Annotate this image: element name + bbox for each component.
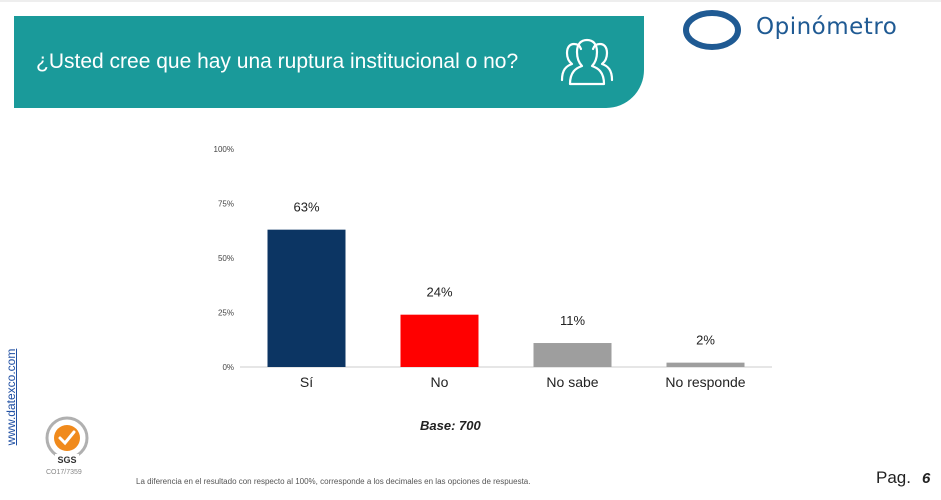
data-label: 63% [293, 200, 319, 215]
bar [666, 362, 745, 367]
bar-chart: 0% 25% 50% 75% 100% 63% Sí 24% No 11% No sabe 2% No … [214, 145, 772, 390]
opinometro-o-logo [683, 10, 741, 50]
question-title: ¿Usted cree que hay una ruptura instituc… [36, 50, 519, 73]
data-label: 2% [696, 333, 715, 348]
x-tick-label: No sabe [546, 374, 598, 390]
y-tick-label: 75% [218, 200, 234, 209]
website-link[interactable]: www.datexco.com [4, 348, 18, 446]
data-label: 11% [560, 313, 585, 328]
footnote: La diferencia en el resultado con respec… [136, 477, 531, 486]
bar [400, 314, 479, 367]
y-tick-label: 100% [214, 145, 234, 154]
x-tick-label: Sí [300, 374, 313, 390]
brand: Opinómetro [680, 8, 930, 52]
seal-code: CO17/7359 [46, 469, 82, 476]
page-label: Pag. [876, 468, 911, 487]
bar [533, 343, 612, 367]
brand-name: Opinómetro [756, 14, 898, 40]
top-divider [0, 0, 941, 2]
y-tick-label: 50% [218, 254, 234, 263]
bar [267, 229, 346, 367]
x-tick-label: No responde [665, 374, 745, 390]
y-tick-label: 25% [218, 309, 234, 318]
question-banner: ¿Usted cree que hay una ruptura instituc… [14, 16, 644, 108]
people-group-icon [560, 38, 614, 86]
base-label: Base: 700 [420, 418, 481, 433]
data-label: 24% [426, 285, 452, 300]
page-number: 6 [922, 470, 931, 487]
x-tick-label: No [431, 374, 449, 390]
y-tick-label: 0% [222, 363, 234, 372]
seal-mark-text: SGS [57, 455, 76, 465]
sgs-certification-seal: SGS [45, 416, 89, 465]
